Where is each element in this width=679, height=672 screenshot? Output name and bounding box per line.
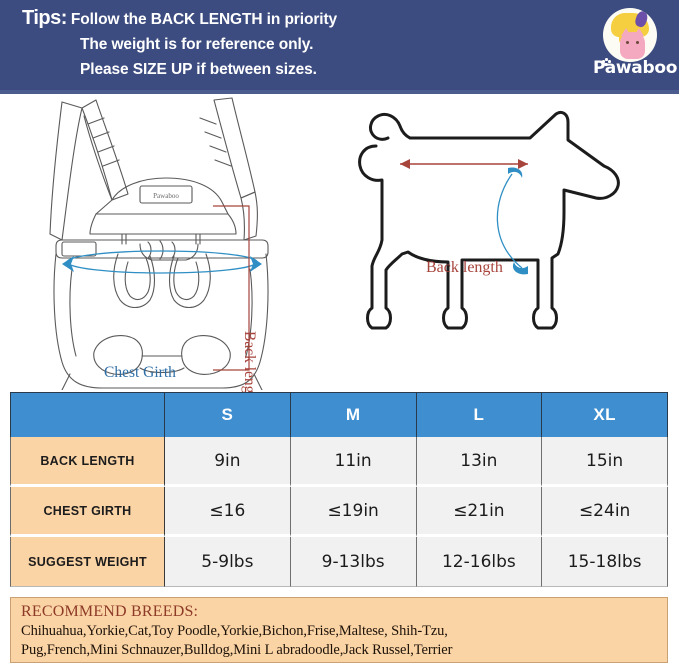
cell-suggest-weight-xl: 15-18lbs: [542, 537, 668, 587]
cell-back-length-m: 11in: [290, 437, 417, 487]
table-header-row: S M L XL: [10, 392, 668, 437]
illustration-area: Pawaboo: [0, 94, 679, 421]
logo-badge-circle: [603, 8, 657, 62]
cell-suggest-weight-l: 12-16lbs: [416, 537, 543, 587]
carrier-illustration: Pawaboo: [49, 97, 269, 390]
table-row: CHEST GIRTH ≤16 ≤19in ≤21in ≤24in: [10, 487, 668, 537]
tips-line-3: Please SIZE UP if between sizes.: [80, 61, 317, 78]
cat-ear-right-icon: [634, 28, 644, 36]
cat-ear-left-icon: [621, 28, 631, 36]
back-length-bracket: [213, 205, 250, 371]
cell-suggest-weight-m: 9-13lbs: [290, 537, 417, 587]
cat-eye-right-icon: [636, 41, 639, 44]
pawaboo-logo: Pawaboo: [593, 8, 678, 84]
cat-icon: [620, 28, 645, 59]
row-label-suggest-weight: SUGGEST WEIGHT: [10, 537, 165, 587]
recommend-breeds-line-1: Chihuahua,Yorkie,Cat,Toy Poodle,Yorkie,B…: [21, 623, 448, 639]
dog-back-length-label: Back length: [426, 259, 503, 276]
size-header-xl: XL: [542, 392, 668, 437]
cell-chest-girth-m: ≤19in: [290, 487, 417, 537]
cat-eye-left-icon: [626, 41, 629, 44]
carrier-chest-girth-label: Chest Girth: [104, 364, 176, 381]
cell-back-length-l: 13in: [416, 437, 543, 487]
recommend-breeds-panel: RECOMMEND BREEDS: Chihuahua,Yorkie,Cat,T…: [10, 597, 668, 663]
tips-line-1-text: Follow the BACK LENGTH in priority: [70, 11, 338, 28]
size-chart-table: S M L XL BACK LENGTH 9in 11in 13in 15in …: [10, 392, 668, 587]
table-corner-cell: [10, 392, 165, 437]
size-header-l: L: [416, 392, 543, 437]
table-row: SUGGEST WEIGHT 5-9lbs 9-13lbs 12-16lbs 1…: [10, 537, 668, 587]
tips-label: Tips:: [22, 7, 67, 29]
row-label-back-length: BACK LENGTH: [10, 437, 165, 487]
size-header-m: M: [290, 392, 417, 437]
logo-wordmark: Pawaboo: [593, 58, 678, 78]
cell-chest-girth-l: ≤21in: [416, 487, 543, 537]
cell-back-length-s: 9in: [165, 437, 291, 487]
row-label-chest-girth: CHEST GIRTH: [10, 487, 165, 537]
size-header-s: S: [165, 392, 291, 437]
svg-text:Pawaboo: Pawaboo: [153, 192, 179, 200]
recommend-breeds-title: RECOMMEND BREEDS:: [21, 603, 199, 620]
recommend-breeds-line-2: Pug,French,Mini Schnauzer,Bulldog,Mini L…: [21, 642, 453, 658]
cell-chest-girth-xl: ≤24in: [542, 487, 668, 537]
tips-line-1: Tips: Follow the BACK LENGTH in priority: [22, 6, 582, 32]
dog-back-length-arrow-icon: [400, 159, 528, 169]
tips-line-2: The weight is for reference only.: [80, 36, 314, 53]
tips-text-block: Tips: Follow the BACK LENGTH in priority …: [22, 6, 582, 82]
tips-header-banner: Tips: Follow the BACK LENGTH in priority …: [0, 0, 679, 90]
cell-suggest-weight-s: 5-9lbs: [165, 537, 291, 587]
cell-back-length-xl: 15in: [542, 437, 668, 487]
paw-print-icon: [602, 58, 611, 67]
cell-chest-girth-s: ≤16: [165, 487, 291, 537]
dog-chest-girth-arrow-icon: [496, 173, 523, 269]
header-bottom-band: [0, 90, 679, 94]
table-row: BACK LENGTH 9in 11in 13in 15in: [10, 437, 668, 487]
chest-girth-arrow-icon: [62, 256, 262, 272]
dog-illustration: [358, 110, 620, 330]
